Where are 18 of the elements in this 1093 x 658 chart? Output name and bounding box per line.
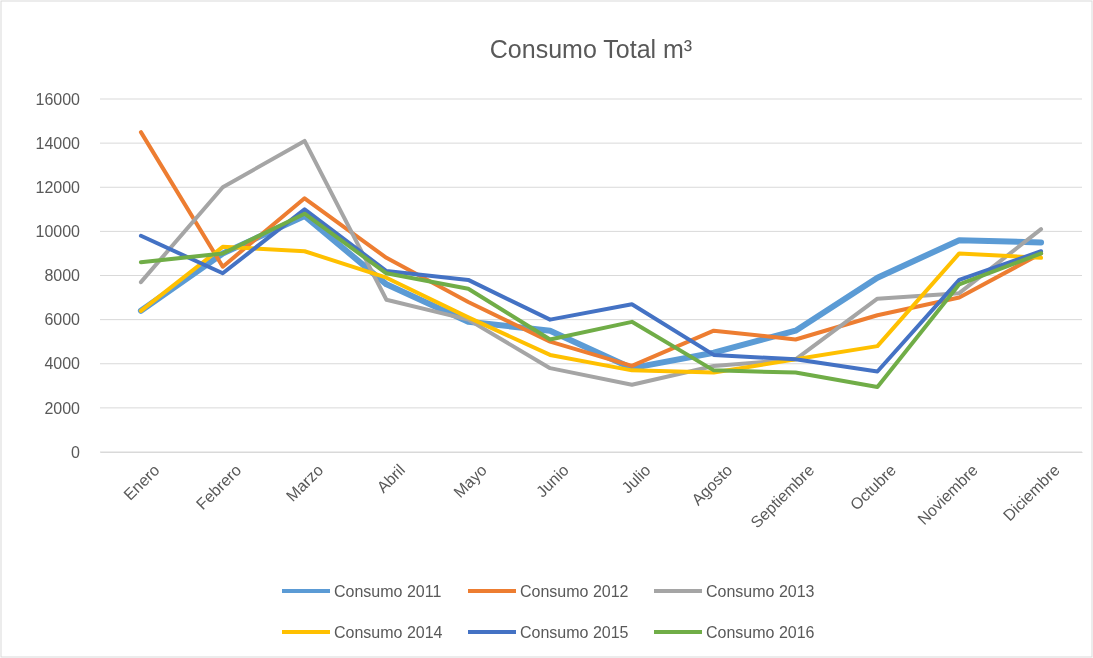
y-tick-label: 16000 (35, 90, 81, 108)
line-series (138, 244, 1044, 375)
y-tick-label: 14000 (35, 134, 81, 152)
y-tick-label: 0 (71, 443, 81, 461)
y-tick-label: 6000 (44, 311, 81, 329)
y-tick-label: 2000 (44, 399, 81, 417)
y-tick-label: 12000 (35, 178, 81, 196)
x-tick-label: Julio (618, 461, 654, 497)
y-tick-label: 4000 (44, 355, 81, 373)
legend-label: Consumo 2014 (334, 624, 443, 641)
y-tick-label: 10000 (35, 222, 81, 240)
y-tick-label: 8000 (44, 267, 81, 285)
legend-label: Consumo 2015 (520, 624, 629, 641)
legend-label: Consumo 2016 (706, 624, 815, 641)
legend-label: Consumo 2011 (334, 583, 442, 600)
legend-label: Consumo 2012 (520, 583, 629, 600)
chart-title: Consumo Total m³ (489, 35, 693, 63)
legend-label: Consumo 2013 (706, 583, 815, 600)
